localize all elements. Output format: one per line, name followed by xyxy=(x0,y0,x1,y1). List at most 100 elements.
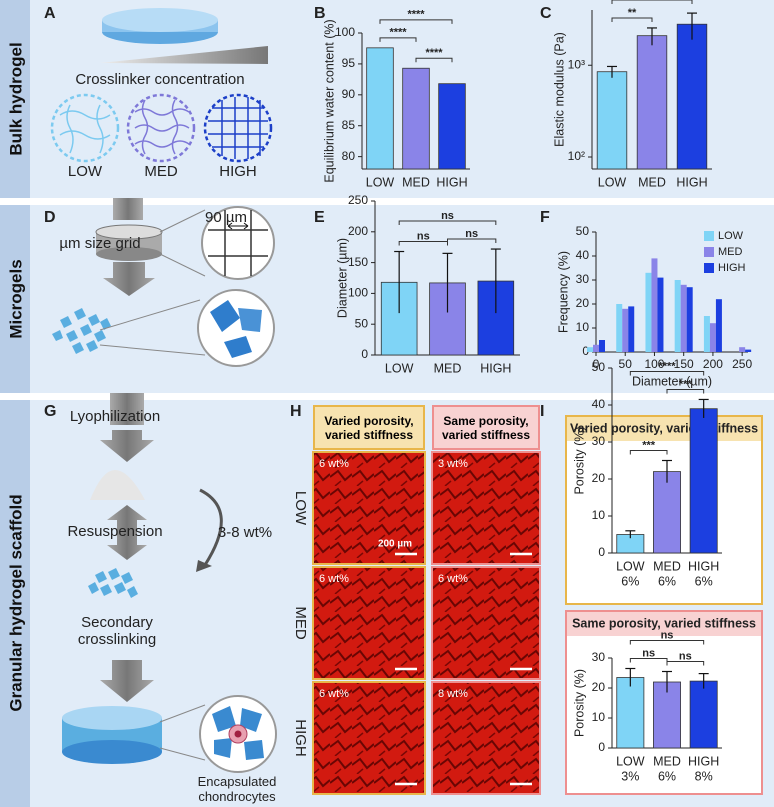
arrow xyxy=(113,198,143,220)
y-tick-label: 0 xyxy=(598,740,605,754)
micrograph xyxy=(431,566,541,680)
x-sublabel: 3% xyxy=(621,769,639,783)
y-tick-label: 50 xyxy=(355,316,369,330)
significance-bracket xyxy=(666,661,705,666)
y-tick-label: 50 xyxy=(592,360,606,374)
microgel xyxy=(238,308,262,332)
x-tick-label: 0 xyxy=(593,357,600,371)
x-sublabel: 6% xyxy=(621,574,639,588)
label: HIGH xyxy=(219,163,257,180)
panel-letter: I xyxy=(540,403,544,420)
microgel xyxy=(210,300,240,332)
arrow xyxy=(199,488,223,566)
bar xyxy=(739,347,746,352)
arrow xyxy=(107,505,147,560)
side-strip xyxy=(0,400,30,807)
connector xyxy=(159,704,206,723)
label: MED xyxy=(144,163,178,180)
scaffold xyxy=(62,740,162,764)
significance-bracket xyxy=(629,640,705,645)
y-tick-label: 20 xyxy=(592,680,606,694)
side-strip xyxy=(0,205,30,393)
grid xyxy=(208,210,268,276)
panel-letter: F xyxy=(540,209,550,226)
significance-bracket xyxy=(611,0,693,4)
column-header: Same porosity, varied stiffness xyxy=(432,405,540,450)
bar xyxy=(599,340,605,352)
panel-letter: H xyxy=(290,403,302,420)
significance-label: ns xyxy=(661,629,674,641)
wt-label: 3 wt% xyxy=(438,458,468,470)
x-sublabel: 6% xyxy=(658,574,676,588)
micrograph xyxy=(431,681,541,795)
significance-label: ** xyxy=(628,7,637,19)
wt-label: 6 wt% xyxy=(319,688,349,700)
legend-label: MED xyxy=(718,246,743,258)
bar xyxy=(622,308,629,352)
significance-bracket xyxy=(447,238,497,244)
x-sublabel: 6% xyxy=(695,574,713,588)
significance-bracket xyxy=(415,57,453,63)
legend-swatch xyxy=(704,231,714,241)
x-tick-label: 50 xyxy=(619,357,633,371)
connector xyxy=(159,209,206,233)
side-label: Granular hydrogel scaffold xyxy=(6,494,25,711)
x-axis-label: Diameter (µm) xyxy=(632,374,712,388)
bar xyxy=(636,35,668,170)
significance-bracket xyxy=(629,450,668,455)
panel-letter: B xyxy=(314,5,326,22)
bar xyxy=(645,272,652,352)
y-tick-label: 30 xyxy=(592,650,606,664)
microgel xyxy=(212,706,236,732)
panel-letter: C xyxy=(540,5,552,22)
wt-label: 8 wt% xyxy=(438,688,468,700)
y-tick-label: 30 xyxy=(592,434,606,448)
y-tick-label: 80 xyxy=(342,149,356,163)
y-tick-label: 50 xyxy=(576,224,590,238)
x-sublabel: 6% xyxy=(658,769,676,783)
grid-arrow xyxy=(227,222,249,230)
significance-bracket xyxy=(629,370,705,376)
y-axis-label: Equilibrium water content (%) xyxy=(322,19,336,182)
y-tick-label: 40 xyxy=(592,397,606,411)
y-tick-label: 10 xyxy=(576,320,590,334)
sieve xyxy=(95,224,163,240)
network xyxy=(203,93,273,163)
bar xyxy=(686,287,693,352)
y-tick-label: 90 xyxy=(342,87,356,101)
significance-bracket xyxy=(666,388,705,394)
step-label: Resuspension xyxy=(67,523,162,540)
y-tick-label: 0 xyxy=(598,545,605,559)
panel-letter: E xyxy=(314,209,325,226)
bar xyxy=(628,306,635,352)
bar xyxy=(689,680,718,749)
arrow-head xyxy=(196,560,212,572)
x-sublabel: 8% xyxy=(695,769,713,783)
bar xyxy=(715,299,722,352)
wt-label: 6 wt% xyxy=(319,458,349,470)
step-label: Secondary crosslinking xyxy=(77,614,157,648)
arrow xyxy=(100,430,154,462)
bar xyxy=(653,681,681,749)
label: LOW xyxy=(68,163,103,180)
chart-title: Same porosity, varied stiffness xyxy=(572,616,756,630)
y-tick-label: 100 xyxy=(348,286,368,300)
y-tick-label: 250 xyxy=(348,193,368,207)
significance-bracket xyxy=(611,17,653,22)
microgel xyxy=(240,708,262,732)
significance-label: ns xyxy=(417,230,430,242)
significance-label: *** xyxy=(679,378,693,390)
x-tick-label: HIGH xyxy=(676,175,707,189)
y-axis-label: Elastic modulus (Pa) xyxy=(552,32,566,147)
microgel xyxy=(214,738,232,758)
bar xyxy=(616,304,623,352)
x-tick-label: LOW xyxy=(366,175,395,189)
microgel xyxy=(244,740,264,760)
network xyxy=(59,104,111,154)
network xyxy=(134,99,190,155)
network xyxy=(50,93,120,163)
significance-bracket xyxy=(398,241,448,246)
x-tick-label: MED xyxy=(434,361,462,375)
x-tick-label: 150 xyxy=(674,357,694,371)
